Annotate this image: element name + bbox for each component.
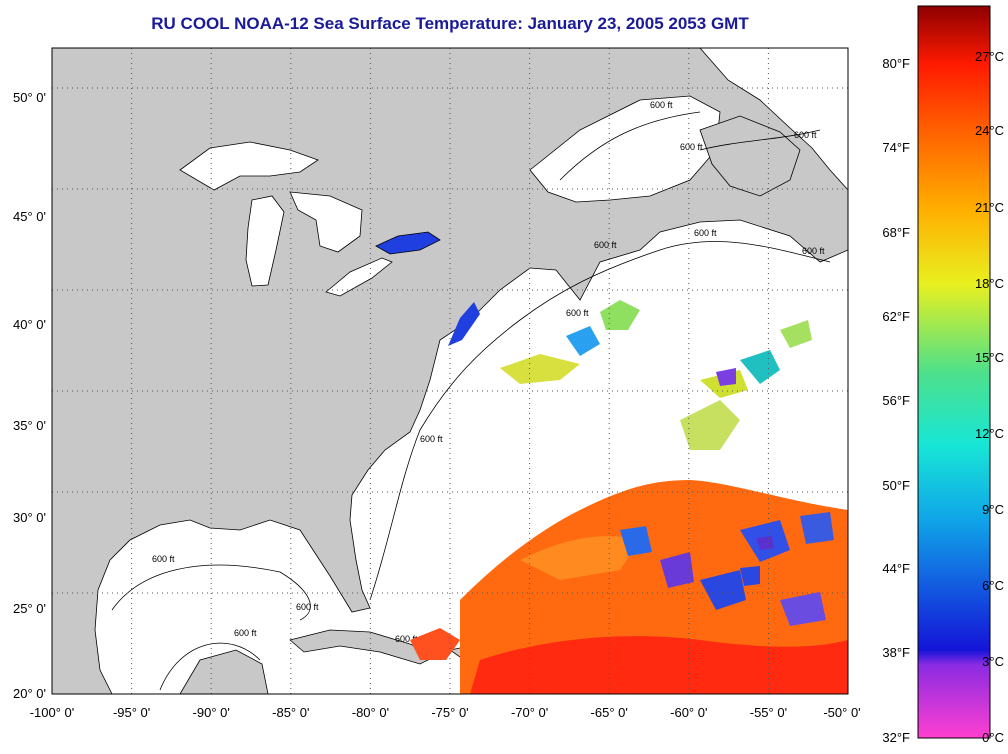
svg-text:600 ft: 600 ft [420, 434, 443, 444]
sst-scatter-mid [500, 300, 812, 450]
svg-text:50°F: 50°F [882, 478, 910, 493]
svg-text:27°C: 27°C [975, 49, 1004, 64]
svg-text:600 ft: 600 ft [296, 602, 319, 612]
svg-text:600 ft: 600 ft [395, 634, 418, 644]
lat-tick-labels: 20° 0' 25° 0' 30° 0' 35° 0' 40° 0' 45° 0… [13, 90, 46, 701]
svg-text:20° 0': 20° 0' [13, 686, 46, 701]
coastal-cold-band [448, 302, 480, 346]
svg-text:40° 0': 40° 0' [13, 317, 46, 332]
svg-text:600 ft: 600 ft [594, 240, 617, 250]
svg-text:-80° 0': -80° 0' [352, 705, 389, 720]
lake-erie [325, 257, 393, 297]
yucatan-land [179, 649, 269, 694]
shelf-contours [111, 111, 831, 691]
svg-text:-65° 0': -65° 0' [591, 705, 628, 720]
svg-text:-75° 0': -75° 0' [431, 705, 468, 720]
svg-text:-95° 0': -95° 0' [113, 705, 150, 720]
svg-text:-85° 0': -85° 0' [272, 705, 309, 720]
svg-text:-55° 0': -55° 0' [750, 705, 787, 720]
svg-text:44°F: 44°F [882, 561, 910, 576]
svg-text:600 ft: 600 ft [694, 228, 717, 238]
lake-huron [289, 191, 363, 253]
svg-text:80°F: 80°F [882, 56, 910, 71]
svg-text:600 ft: 600 ft [234, 628, 257, 638]
lake-superior [179, 141, 319, 191]
colorbar-celsius-labels: 27°C 24°C 21°C 18°C 15°C 12°C 9°C 6°C 3°… [975, 49, 1004, 745]
svg-text:-90° 0': -90° 0' [193, 705, 230, 720]
gulf-st-lawrence [529, 95, 721, 203]
svg-text:600 ft: 600 ft [650, 100, 673, 110]
svg-text:-60° 0': -60° 0' [670, 705, 707, 720]
svg-text:68°F: 68°F [882, 225, 910, 240]
newfoundland-land [699, 115, 801, 197]
sst-cold-pockets [620, 512, 834, 626]
svg-text:74°F: 74°F [882, 140, 910, 155]
svg-text:600 ft: 600 ft [152, 554, 175, 564]
svg-text:25° 0': 25° 0' [13, 601, 46, 616]
map-title: RU COOL NOAA-12 Sea Surface Temperature:… [151, 14, 749, 33]
svg-text:0°C: 0°C [982, 730, 1004, 745]
svg-text:45° 0': 45° 0' [13, 209, 46, 224]
svg-text:-50° 0': -50° 0' [823, 705, 860, 720]
svg-text:3°C: 3°C [982, 654, 1004, 669]
svg-text:38°F: 38°F [882, 645, 910, 660]
svg-text:35° 0': 35° 0' [13, 418, 46, 433]
svg-text:600 ft: 600 ft [794, 130, 817, 140]
svg-text:50° 0': 50° 0' [13, 90, 46, 105]
svg-text:21°C: 21°C [975, 200, 1004, 215]
colorbar [917, 5, 991, 739]
svg-text:6°C: 6°C [982, 578, 1004, 593]
colorbar-fahrenheit-labels: 80°F 74°F 68°F 62°F 56°F 50°F 44°F 38°F … [882, 56, 910, 745]
sst-hot-region [470, 636, 848, 694]
svg-text:-70° 0': -70° 0' [511, 705, 548, 720]
svg-text:600 ft: 600 ft [566, 308, 589, 318]
svg-text:15°C: 15°C [975, 350, 1004, 365]
lon-tick-labels: -100° 0' -95° 0' -90° 0' -85° 0' -80° 0'… [30, 705, 861, 720]
svg-text:600 ft: 600 ft [680, 142, 703, 152]
svg-text:56°F: 56°F [882, 393, 910, 408]
lake-ontario [375, 231, 441, 255]
svg-text:24°C: 24°C [975, 123, 1004, 138]
svg-text:18°C: 18°C [975, 276, 1004, 291]
svg-text:32°F: 32°F [882, 730, 910, 745]
svg-text:9°C: 9°C [982, 502, 1004, 517]
svg-text:30° 0': 30° 0' [13, 510, 46, 525]
svg-text:62°F: 62°F [882, 309, 910, 324]
lake-michigan [245, 195, 285, 287]
svg-text:600 ft: 600 ft [802, 246, 825, 256]
svg-text:12°C: 12°C [975, 426, 1004, 441]
svg-text:-100° 0': -100° 0' [30, 705, 75, 720]
